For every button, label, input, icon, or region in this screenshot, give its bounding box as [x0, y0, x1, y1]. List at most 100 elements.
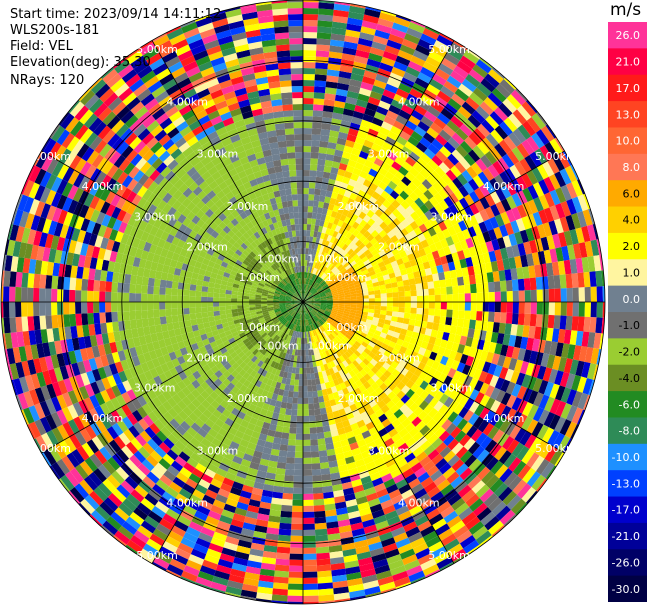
range-gate: [367, 226, 376, 235]
range-gate: [291, 409, 298, 416]
range-gate: [470, 283, 477, 294]
range-gate: [341, 221, 348, 230]
range-gate: [348, 5, 366, 15]
range-gate: [313, 396, 319, 404]
range-gate: [318, 444, 327, 452]
range-gate: [272, 582, 289, 590]
range-gate: [343, 216, 351, 225]
range-gate: [289, 547, 303, 554]
range-gate: [289, 427, 297, 434]
range-gate: [325, 227, 331, 235]
range-gate: [324, 260, 330, 267]
range-gate: [375, 73, 390, 84]
range-gate: [310, 267, 315, 274]
range-gate: [81, 290, 88, 302]
range-gate: [316, 244, 322, 251]
range-gate: [329, 45, 344, 54]
range-gate: [287, 583, 303, 590]
range-gate: [315, 262, 321, 270]
range-gate: [470, 292, 477, 302]
range-gate: [303, 547, 317, 554]
range-gate: [311, 242, 316, 250]
range-gate: [379, 12, 396, 23]
range-gate: [351, 147, 362, 157]
range-gate: [141, 276, 149, 286]
range-gate: [409, 191, 419, 202]
range-gate: [403, 312, 411, 319]
range-gate: [325, 261, 332, 269]
range-gate: [303, 355, 307, 362]
range-gate: [299, 355, 303, 362]
range-gate: [500, 302, 507, 313]
range-gate: [39, 302, 46, 316]
range-gate: [331, 258, 337, 265]
range-gate: [207, 291, 214, 298]
range-gate: [311, 212, 318, 220]
range-gate: [87, 302, 94, 314]
range-gate: [315, 284, 320, 290]
range-gate: [440, 286, 447, 295]
range-gate: [404, 302, 411, 308]
range-gate: [440, 309, 447, 318]
range-gate: [303, 236, 307, 243]
range-gate: [308, 194, 315, 201]
range-gate: [314, 188, 321, 196]
range-gate: [463, 50, 480, 65]
range-gate: [111, 311, 119, 323]
range-gate: [373, 157, 384, 167]
range-gate: [577, 272, 585, 288]
range-gate: [93, 302, 100, 313]
range-gate: [153, 278, 161, 287]
range-gate: [358, 87, 372, 97]
range-gate: [386, 39, 402, 50]
range-gate: [21, 316, 29, 332]
range-gate: [315, 546, 330, 554]
range-gate: [303, 56, 316, 63]
range-gate: [415, 283, 423, 291]
range-gate: [393, 185, 404, 195]
range-gate: [450, 115, 464, 129]
range-gate: [412, 162, 424, 173]
range-gate: [352, 167, 362, 176]
range-gate: [397, 151, 409, 162]
range-gate: [303, 92, 314, 99]
range-gate: [323, 165, 332, 173]
range-gate: [409, 88, 423, 100]
range-gate: [311, 280, 315, 287]
range-gate: [427, 159, 439, 171]
range-gate: [322, 171, 331, 179]
range-gate: [414, 277, 422, 285]
range-gate: [392, 296, 399, 302]
range-gate: [323, 105, 334, 113]
range-gate: [123, 311, 130, 321]
range-gate: [467, 114, 482, 129]
range-gate: [336, 255, 344, 262]
range-gate: [388, 104, 402, 115]
range-gate: [371, 143, 382, 153]
range-gate: [129, 310, 136, 321]
range-gate: [415, 141, 428, 153]
range-gate: [332, 204, 340, 213]
range-gate: [295, 433, 303, 440]
range-gate: [319, 244, 325, 252]
range-gate: [27, 316, 35, 331]
range-gate: [530, 289, 537, 302]
range-gate: [286, 451, 296, 458]
range-gate: [303, 583, 319, 590]
range-gate: [195, 296, 202, 302]
range-gate: [425, 56, 441, 69]
range-gate: [446, 302, 453, 310]
range-gate: [319, 219, 325, 227]
range-gate: [346, 197, 355, 206]
range-gate: [334, 1, 351, 6]
range-gate: [330, 250, 336, 257]
range-gate: [458, 310, 465, 319]
range-gate: [420, 94, 434, 106]
range-gate: [339, 64, 353, 74]
range-gate: [172, 274, 180, 283]
range-gate: [589, 271, 597, 287]
range-gate: [541, 314, 549, 328]
range-gate: [362, 14, 380, 24]
range-gate: [493, 281, 501, 292]
range-gate: [331, 161, 341, 169]
